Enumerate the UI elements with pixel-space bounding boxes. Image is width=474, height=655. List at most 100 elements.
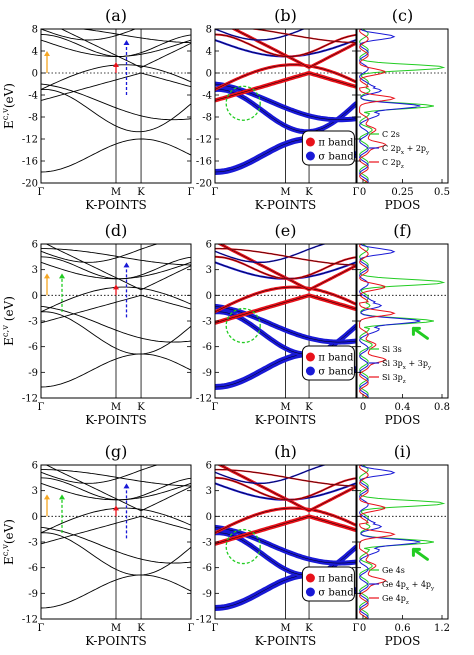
y-tick-label: 4 — [32, 47, 38, 58]
y-tick-label: 6 — [206, 461, 212, 472]
y-tick-label: -12 — [196, 394, 212, 405]
x-axis-title: K-POINTS — [255, 413, 317, 427]
panel-label: (d) — [105, 221, 128, 240]
pdos-legend-label: Si 3s — [382, 345, 402, 354]
y-tick-label: 6 — [32, 240, 38, 251]
y-tick-label: -9 — [28, 368, 38, 379]
band-line — [215, 72, 356, 101]
figure-row-1: (a) (b) (c) -20 -16 -12 -8 -4 0 4 8 Γ M K Γ K-POINTS Ec,… — [0, 6, 450, 212]
transition-arrow-head — [113, 62, 119, 67]
band-line — [41, 88, 191, 133]
k-point-label: K — [137, 402, 145, 413]
k-point-label: K — [137, 623, 145, 634]
band-line — [41, 83, 191, 121]
band-line — [41, 34, 191, 57]
figure-row-3: (g) (h) (i) -12 -9 -6 -3 0 3 6 Γ M K Γ K-POINTS Ec,v(eV… — [0, 442, 450, 648]
x-axis-title: K-POINTS — [255, 634, 317, 648]
pointer-arrow — [411, 326, 429, 340]
band-line — [215, 83, 356, 120]
highlight-circle — [225, 85, 261, 121]
transition-arrow-head — [123, 483, 130, 489]
pdos-axis-title: PDOS — [385, 413, 421, 427]
highlight-circle — [225, 307, 261, 344]
y-tick-label: -3 — [28, 538, 38, 549]
y-tick-label: 0 — [32, 291, 38, 302]
y-tick-label: -9 — [28, 589, 38, 600]
transition-arrow-head — [59, 273, 65, 279]
legend-label: σ band — [318, 367, 354, 378]
band-line — [78, 29, 191, 44]
panel-label: (c) — [392, 6, 413, 25]
pdos-panel: 0 0.25 0.5 PDOS C 2s C 2px + 2py C 2pz — [356, 28, 450, 212]
panel-label: (g) — [105, 442, 128, 461]
y-tick-label: -12 — [22, 394, 38, 405]
y-tick-label: 0 — [206, 512, 212, 523]
band-legend — [301, 345, 355, 381]
pdos-tick-label: 0 — [360, 623, 366, 634]
band-line — [215, 64, 356, 90]
band-line — [215, 29, 305, 41]
band-line — [215, 516, 356, 545]
transition-arrow-head — [44, 51, 50, 56]
y-axis-title: Ec,v (eV) — [0, 296, 16, 346]
band-line — [215, 469, 356, 487]
y-tick-label: 3 — [32, 265, 38, 276]
x-axis-title: K-POINTS — [85, 198, 147, 212]
y-tick-label: -20 — [196, 179, 212, 190]
k-point-label: M — [111, 402, 121, 413]
pdos-legend-label: Si 3px + 3py — [382, 359, 432, 371]
y-tick-label: -3 — [28, 317, 38, 328]
y-tick-label: -16 — [22, 157, 38, 168]
y-tick-label: 4 — [206, 47, 212, 58]
band-line — [41, 532, 191, 576]
pdos-curve — [359, 29, 421, 183]
band-line — [41, 526, 191, 564]
panel-label: (b) — [274, 6, 297, 25]
y-tick-label: 3 — [32, 486, 38, 497]
band-line — [215, 256, 356, 280]
band-line — [41, 256, 191, 280]
pdos-tick-label: 0.6 — [395, 623, 411, 634]
y-tick-label: 6 — [206, 240, 212, 251]
y-tick-label: -9 — [202, 368, 212, 379]
y-tick-label: -16 — [196, 157, 212, 168]
k-point-label: Γ — [353, 187, 360, 198]
y-tick-label: -4 — [202, 91, 212, 102]
legend-marker — [305, 352, 315, 362]
pointer-arrow — [411, 547, 429, 561]
panel-label: (h) — [274, 442, 297, 461]
k-point-label: M — [280, 623, 290, 634]
k-point-label: Γ — [38, 623, 45, 634]
pdos-curve — [359, 29, 396, 183]
pdos-tick-label: 0 — [360, 402, 366, 413]
projected-bands-panel: -20 -16 -12 -8 -4 0 4 8 Γ M K Γ K-POINTS π band σ band — [196, 25, 360, 213]
panel-label: (e) — [275, 221, 297, 240]
band-line — [41, 311, 191, 355]
band-line — [45, 244, 191, 291]
pdos-tick-label: 0.8 — [434, 402, 450, 413]
panel-label: (i) — [394, 442, 412, 461]
pdos-legend-label: C 2pz — [382, 158, 404, 170]
y-tick-label: 0 — [32, 69, 38, 80]
band-line — [215, 248, 356, 266]
transition-arrow-head — [44, 273, 50, 279]
pdos-tick-label: 0.5 — [434, 187, 450, 198]
band-line — [215, 306, 356, 343]
y-tick-label: 6 — [32, 461, 38, 472]
band-line — [215, 295, 356, 324]
k-point-label: M — [111, 187, 121, 198]
x-axis-title: K-POINTS — [85, 413, 147, 427]
k-point-label: Γ — [188, 187, 195, 198]
k-point-label: K — [305, 402, 313, 413]
band-line — [41, 353, 191, 388]
pdos-tick-label: 0.25 — [391, 187, 413, 198]
pdos-legend-label: C 2s — [382, 130, 400, 139]
y-tick-label: -3 — [202, 538, 212, 549]
pdos-tick-label: 0.4 — [395, 402, 411, 413]
k-point-label: K — [137, 187, 145, 198]
transition-arrow-head — [44, 494, 50, 500]
plot-frame — [356, 28, 449, 184]
y-tick-label: -6 — [28, 342, 38, 353]
